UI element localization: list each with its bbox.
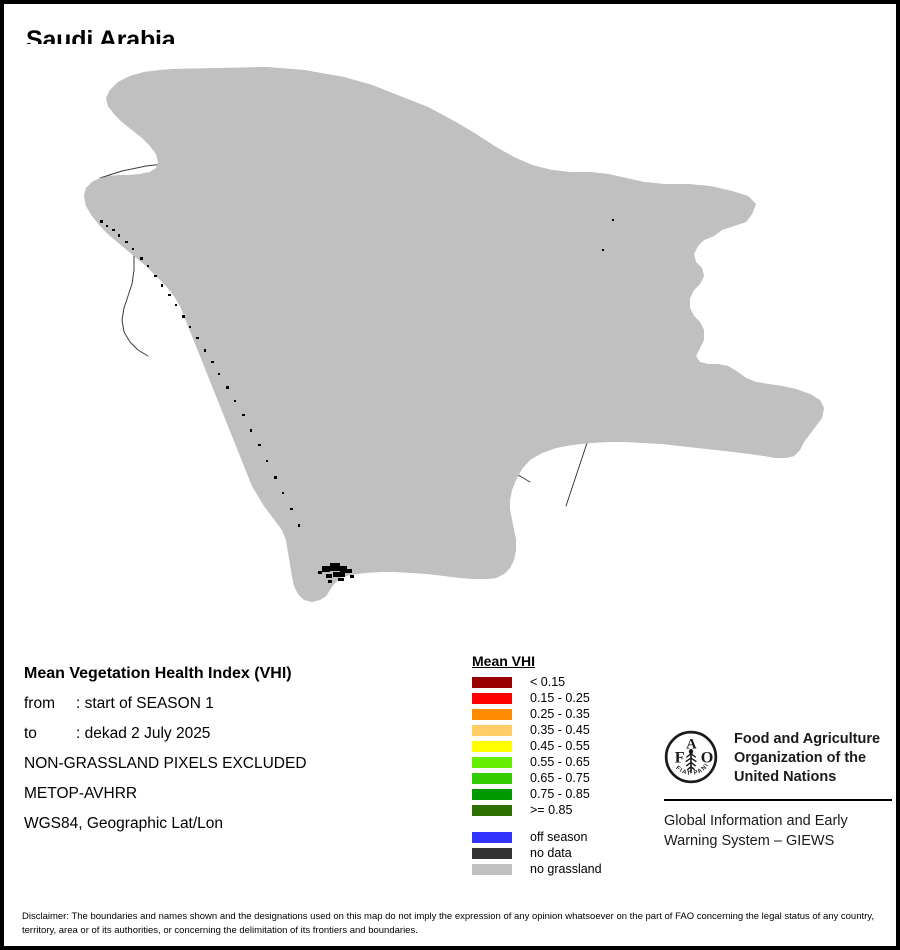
legend-class-row[interactable]: 0.45 - 0.55 (472, 738, 662, 754)
legend-class-swatch (472, 740, 512, 752)
legend-class-row[interactable]: >= 0.85 (472, 802, 662, 818)
fao-org-line-2: Organization of the (734, 750, 867, 766)
legend-class-row[interactable]: < 0.15 (472, 674, 662, 690)
svg-text:F: F (675, 748, 685, 766)
legend-class-row[interactable]: 0.15 - 0.25 (472, 690, 662, 706)
legend-class-swatch (472, 724, 512, 736)
fao-org-line-3: United Nations (734, 769, 837, 785)
metadata-to-row: to : dekad 2 July 2025 (24, 719, 444, 749)
fao-branding: F A O FIAT PANIS Food and Agriculture Or… (661, 726, 896, 851)
legend-class-swatch (472, 772, 512, 784)
fao-logo-icon: F A O FIAT PANIS (661, 726, 718, 784)
legend-class-label: 0.35 - 0.45 (530, 723, 590, 737)
fao-organization-name: Food and Agriculture Organization of the… (734, 730, 880, 787)
legend: Mean VHI < 0.15 0.15 - 0.25 0.25 - 0.35 0.3… (472, 654, 662, 877)
legend-class-label: 0.45 - 0.55 (530, 739, 590, 753)
metadata-from-row: from : start of SEASON 1 (24, 689, 444, 719)
svg-text:O: O (701, 748, 714, 766)
fao-divider (664, 799, 892, 801)
legend-class-swatch (472, 692, 512, 704)
legend-class-label: 0.75 - 0.85 (530, 787, 590, 801)
metadata-to-key: to (24, 725, 37, 742)
legend-special-row[interactable]: no data (472, 845, 662, 861)
legend-spacer (472, 818, 662, 829)
legend-class-swatch (472, 788, 512, 800)
legend-special-row[interactable]: off season (472, 829, 662, 845)
legend-class-swatch (472, 708, 512, 720)
map-metadata: Mean Vegetation Health Index (VHI) from … (24, 659, 444, 839)
saudi-arabia-map-svg[interactable] (4, 44, 896, 644)
metadata-from-value: : start of SEASON 1 (76, 695, 214, 712)
legend-special-label: off season (530, 830, 588, 844)
metadata-to-value: : dekad 2 July 2025 (76, 725, 211, 742)
legend-class-row[interactable]: 0.35 - 0.45 (472, 722, 662, 738)
legend-special-list: off season no data no grassland (472, 829, 662, 877)
legend-class-row[interactable]: 0.65 - 0.75 (472, 770, 662, 786)
map-canvas[interactable] (4, 44, 896, 644)
legend-special-row[interactable]: no grassland (472, 861, 662, 877)
metadata-sensor: METOP-AVHRR (24, 785, 138, 802)
legend-special-swatch (472, 831, 512, 843)
legend-class-list: < 0.15 0.15 - 0.25 0.25 - 0.35 0.35 - 0.45 0… (472, 674, 662, 818)
legend-class-label: 0.65 - 0.75 (530, 771, 590, 785)
metadata-note: NON-GRASSLAND PIXELS EXCLUDED (24, 755, 307, 772)
coastal-island-pixels (100, 219, 614, 583)
metadata-from-key: from (24, 695, 55, 712)
metadata-heading: Mean Vegetation Health Index (VHI) (24, 665, 292, 682)
legend-class-row[interactable]: 0.55 - 0.65 (472, 754, 662, 770)
legend-special-label: no data (530, 846, 572, 860)
disclaimer-text: Disclaimer: The boundaries and names sho… (22, 911, 874, 936)
legend-special-swatch (472, 863, 512, 875)
giews-line-2: Warning System – GIEWS (664, 833, 835, 849)
fao-org-line-1: Food and Agriculture (734, 731, 881, 747)
legend-class-swatch (472, 676, 512, 688)
metadata-projection: WGS84, Geographic Lat/Lon (24, 815, 224, 832)
legend-class-swatch (472, 756, 512, 768)
legend-class-label: 0.25 - 0.35 (530, 707, 590, 721)
legend-class-label: < 0.15 (530, 675, 566, 689)
giews-line-1: Global Information and Early (664, 813, 848, 829)
legend-class-row[interactable]: 0.75 - 0.85 (472, 786, 662, 802)
svg-text:A: A (686, 736, 697, 752)
legend-class-label: 0.55 - 0.65 (530, 755, 590, 769)
legend-class-label: >= 0.85 (530, 803, 573, 817)
legend-special-label: no grassland (530, 862, 602, 876)
legend-class-label: 0.15 - 0.25 (530, 691, 590, 705)
legend-class-row[interactable]: 0.25 - 0.35 (472, 706, 662, 722)
giews-name: Global Information and Early Warning Sys… (664, 811, 896, 851)
fao-header-row: F A O FIAT PANIS Food and Agriculture Or… (661, 726, 896, 787)
legend-special-swatch (472, 847, 512, 859)
legend-title: Mean VHI (472, 653, 536, 669)
legend-class-swatch (472, 804, 512, 816)
